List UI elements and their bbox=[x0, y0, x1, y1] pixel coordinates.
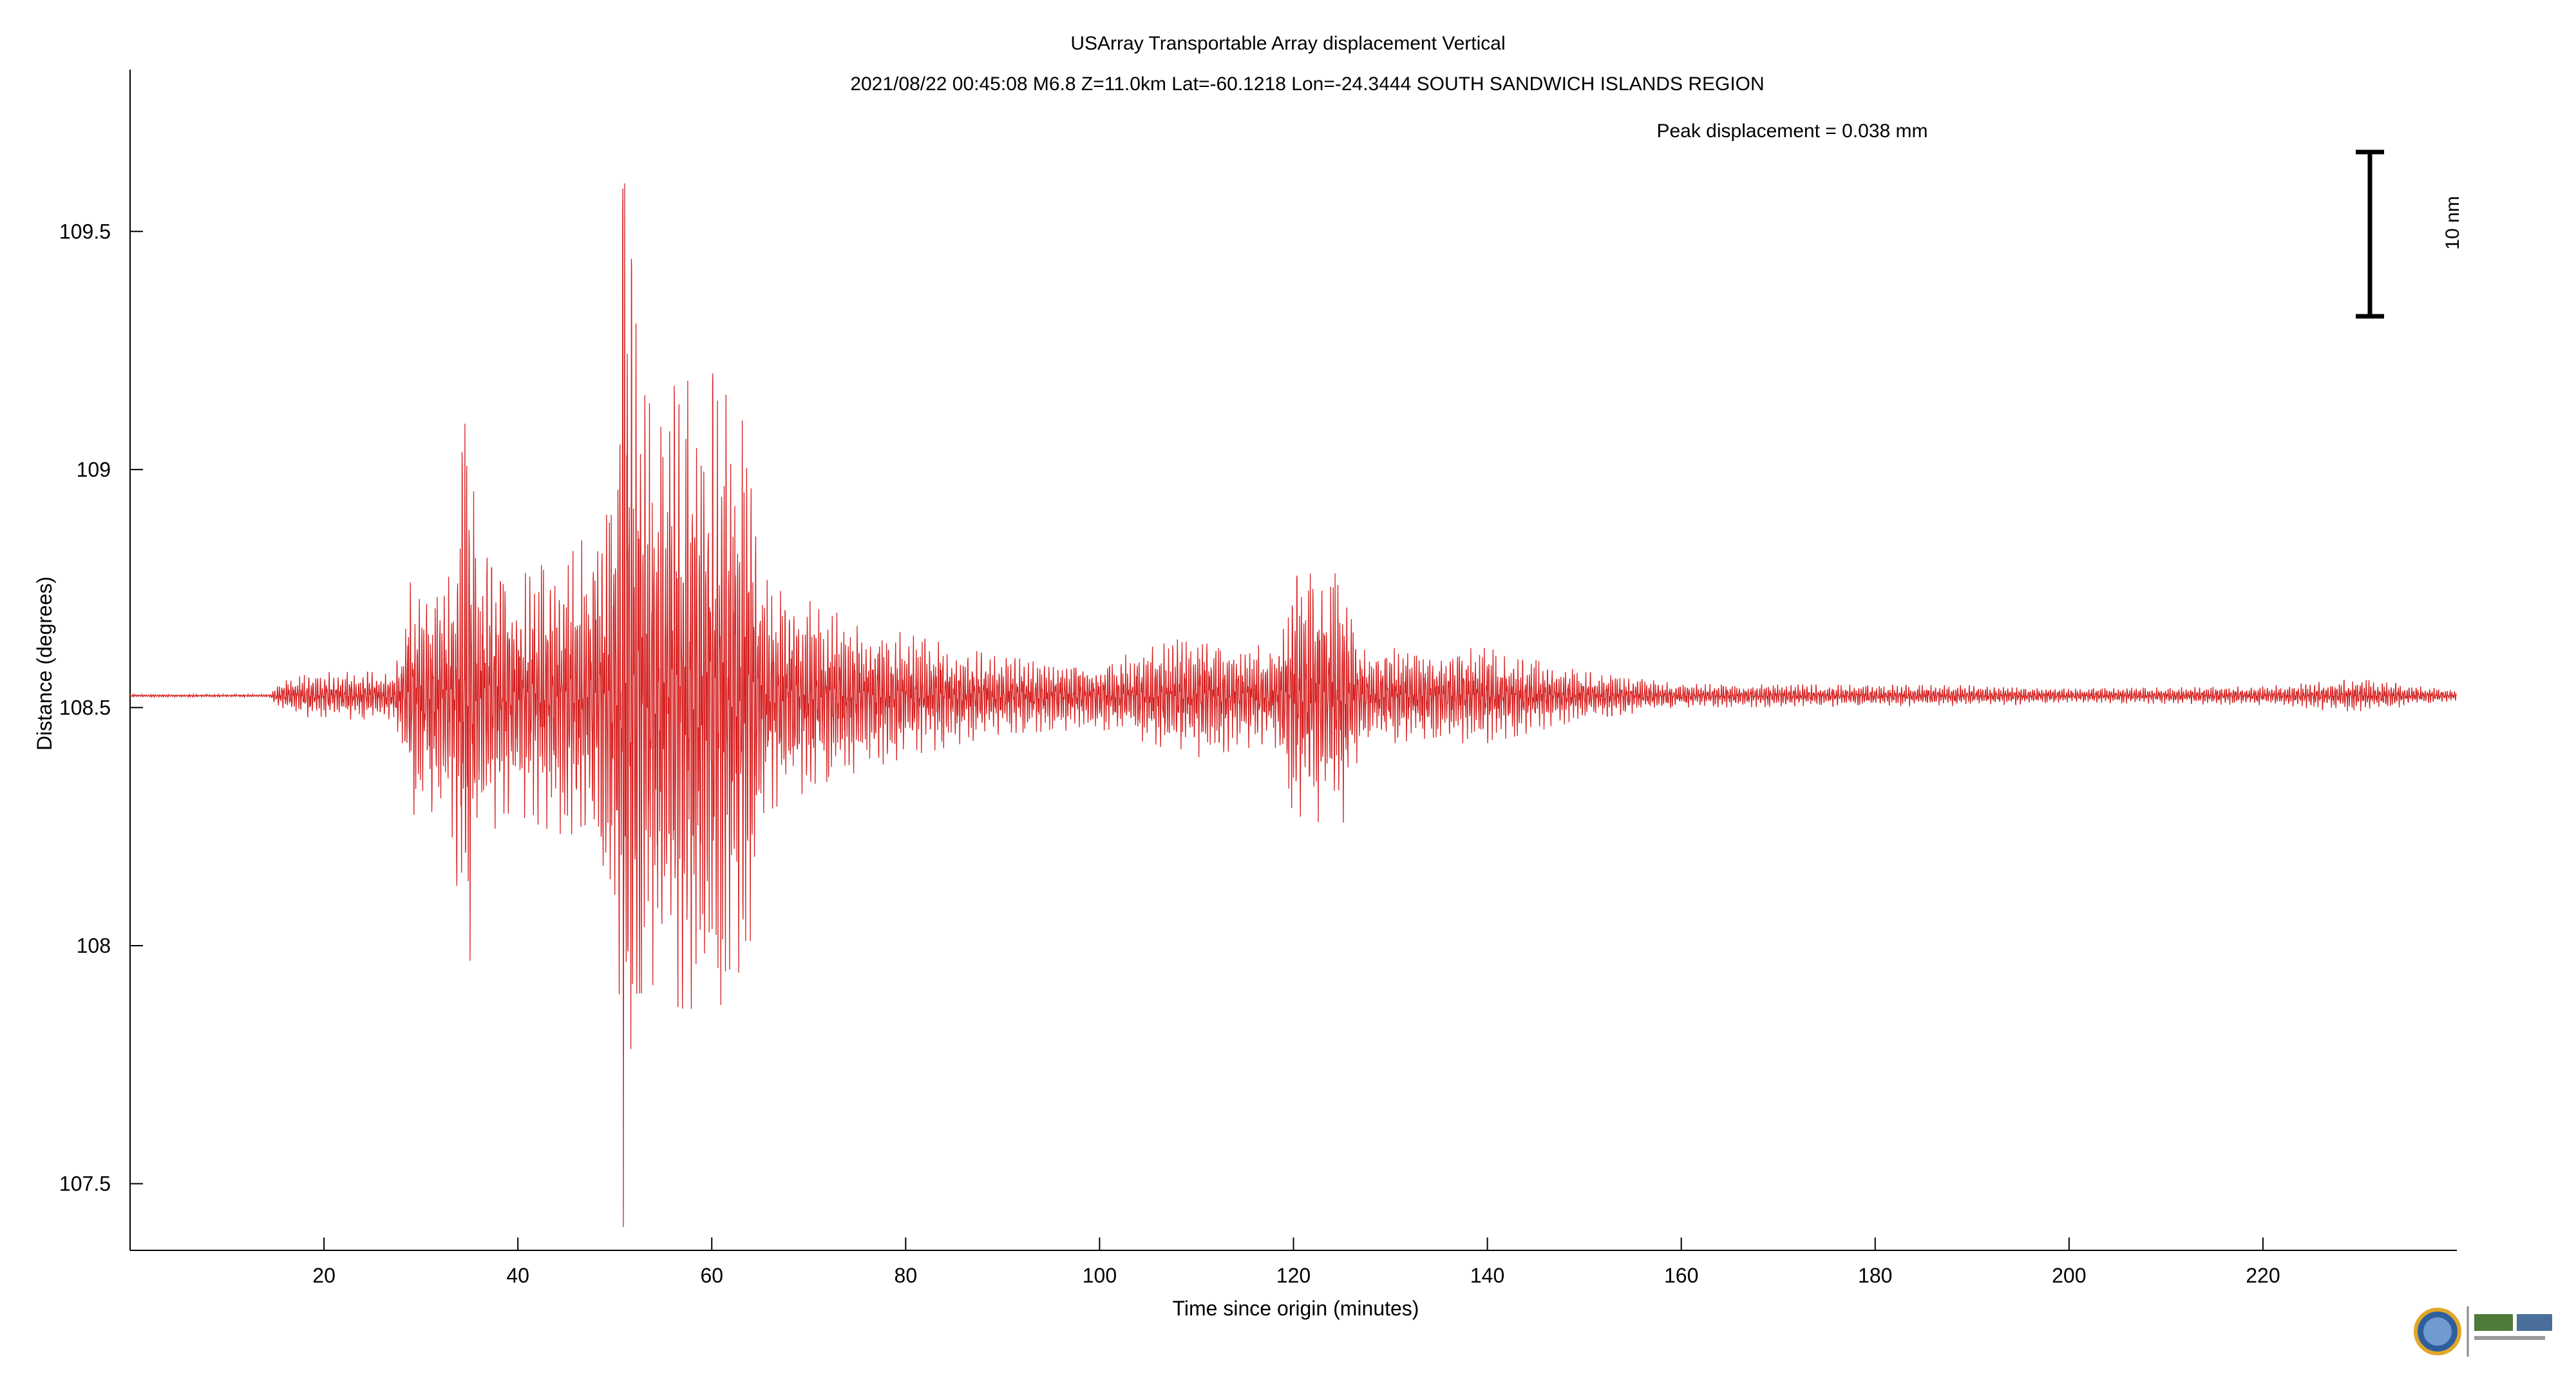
x-tick-label: 20 bbox=[312, 1264, 336, 1287]
seismogram-trace bbox=[129, 183, 2458, 1227]
x-tick-label: 200 bbox=[2052, 1264, 2086, 1287]
tick-marks: 20 40 60 80 100 120 140 160 180 200 220 107.5 108 108… bbox=[59, 220, 2280, 1287]
y-tick-label: 108.5 bbox=[59, 696, 111, 719]
iris-wordmark-icon bbox=[2517, 1314, 2552, 1331]
logo-tagline-icon bbox=[2474, 1336, 2545, 1340]
y-tick-label: 109.5 bbox=[59, 220, 111, 243]
x-tick-label: 80 bbox=[895, 1264, 918, 1287]
sage-wordmark-icon bbox=[2474, 1314, 2513, 1331]
scale-bar-label: 10 nm bbox=[2442, 196, 2463, 249]
sage-iris-logo bbox=[2414, 1306, 2552, 1357]
trace-group bbox=[129, 183, 2458, 1227]
peak-displacement-label: Peak displacement = 0.038 mm bbox=[1656, 120, 1927, 142]
event-info: 2021/08/22 00:45:08 M6.8 Z=11.0km Lat=-6… bbox=[850, 73, 1764, 95]
x-tick-label: 120 bbox=[1276, 1264, 1311, 1287]
chart-title: USArray Transportable Array displacement… bbox=[1070, 33, 1505, 54]
nsf-logo-inner bbox=[2423, 1317, 2452, 1346]
x-tick-label: 40 bbox=[506, 1264, 529, 1287]
x-tick-label: 100 bbox=[1083, 1264, 1117, 1287]
x-tick-label: 140 bbox=[1470, 1264, 1504, 1287]
x-tick-label: 160 bbox=[1664, 1264, 1698, 1287]
axes-frame bbox=[129, 70, 2457, 1251]
x-axis-label: Time since origin (minutes) bbox=[1173, 1297, 1419, 1320]
y-tick-label: 107.5 bbox=[59, 1172, 111, 1196]
scale-bar: 10 nm bbox=[2356, 149, 2463, 319]
x-tick-label: 220 bbox=[2246, 1264, 2280, 1287]
x-tick-label: 60 bbox=[700, 1264, 723, 1287]
y-tick-label: 109 bbox=[77, 458, 111, 481]
x-tick-label: 180 bbox=[1858, 1264, 1892, 1287]
y-tick-label: 108 bbox=[77, 934, 111, 957]
y-axis-label: Distance (degrees) bbox=[33, 577, 56, 750]
